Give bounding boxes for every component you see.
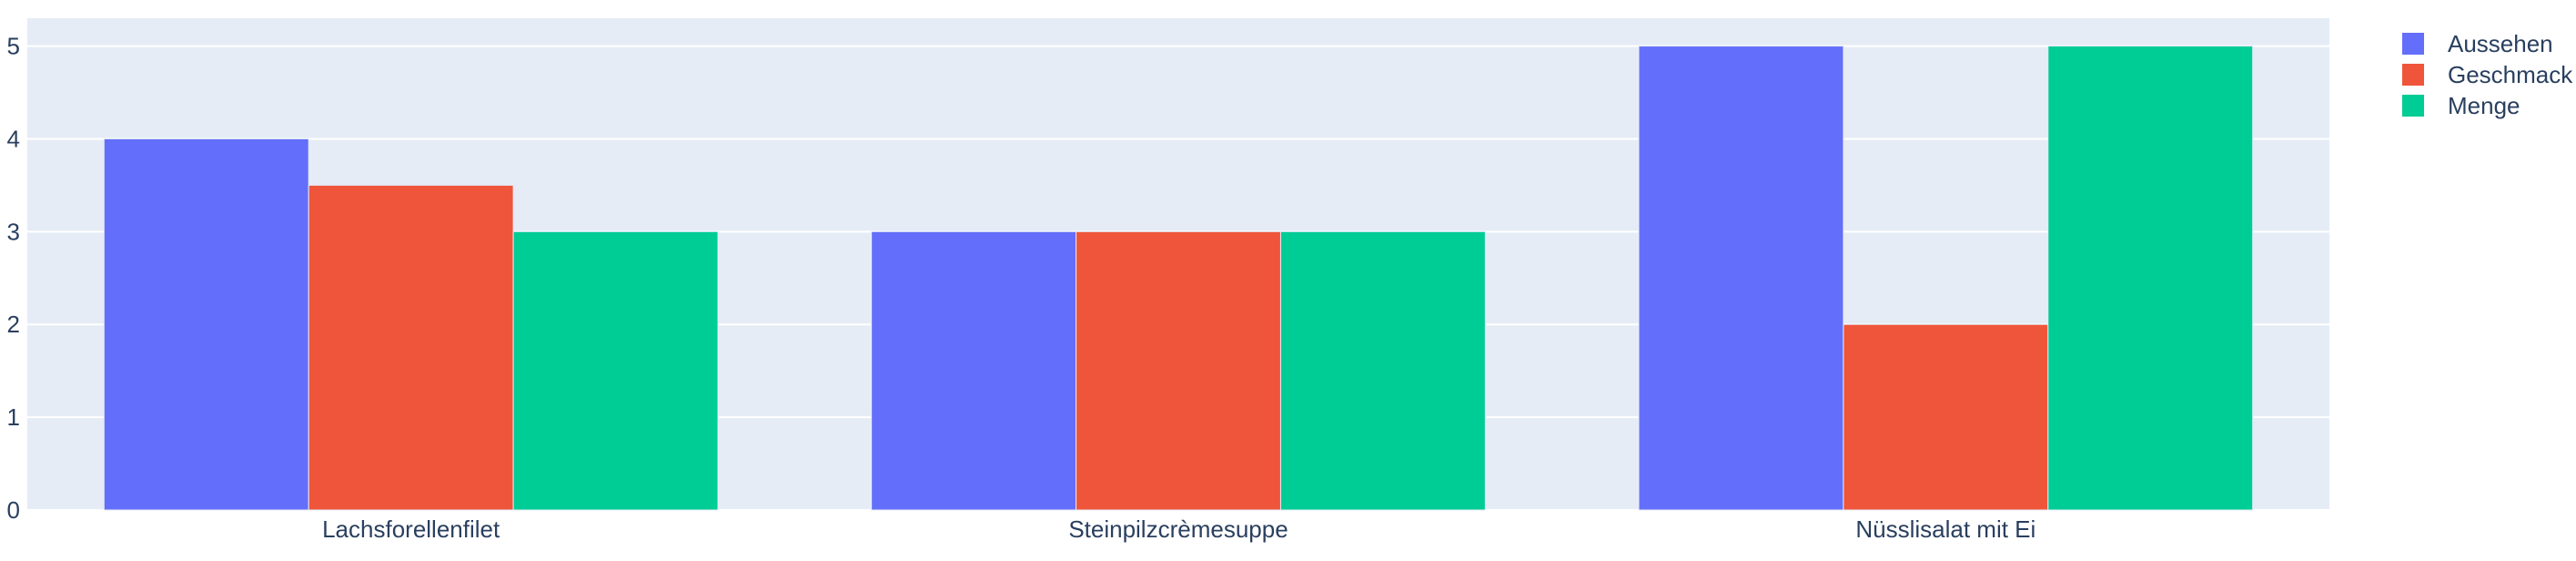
bars: [103, 46, 2254, 511]
bar: [1279, 230, 1486, 511]
legend-label: Aussehen: [2448, 30, 2553, 57]
x-tick-label: Lachsforellenfilet: [322, 515, 500, 543]
bar: [871, 230, 1077, 511]
y-tick-label: 0: [7, 496, 20, 524]
legend: Aussehen Geschmack Menge: [2402, 30, 2573, 119]
y-tick-label: 1: [7, 403, 20, 431]
bar: [512, 230, 719, 511]
bar: [2047, 46, 2254, 511]
bar: [1076, 230, 1281, 511]
legend-label: Menge: [2448, 92, 2520, 119]
bar: [1843, 323, 2049, 511]
x-axis-ticks: Lachsforellenfilet Steinpilzcrèmesuppe Nüs…: [322, 515, 2036, 543]
bar: [103, 138, 309, 511]
y-tick-label: 2: [7, 311, 20, 338]
legend-swatch: [2402, 64, 2424, 86]
y-tick-label: 5: [7, 33, 20, 60]
x-tick-label: Steinpilzcrèmesuppe: [1068, 515, 1288, 543]
y-tick-label: 3: [7, 218, 20, 245]
bar: [308, 184, 514, 511]
bar: [1638, 46, 1844, 511]
legend-swatch: [2402, 95, 2424, 117]
y-tick-label: 4: [7, 125, 20, 152]
x-tick-label: Nüsslisalat mit Ei: [1855, 515, 2036, 543]
y-axis-ticks: 0 1 2 3 4 5: [7, 33, 20, 524]
legend-label: Geschmack: [2448, 61, 2573, 88]
legend-swatch: [2402, 33, 2424, 55]
